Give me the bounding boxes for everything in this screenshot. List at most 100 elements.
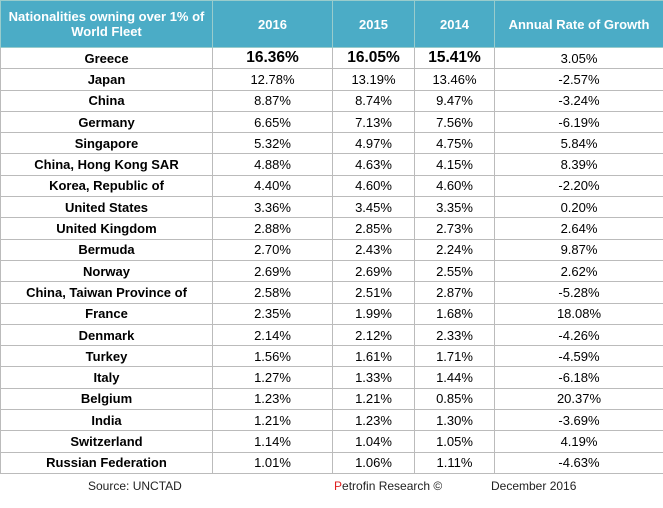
fleet-table: Nationalities owning over 1% of World Fl… xyxy=(0,0,663,474)
table-row: Russian Federation 1.01% 1.06% 1.11% -4.63% xyxy=(0,451,663,474)
value-cell: 8.74% xyxy=(332,89,415,112)
value-cell: -4.63% xyxy=(494,451,663,474)
value-cell: 4.19% xyxy=(494,430,663,453)
value-cell: 1.23% xyxy=(212,387,333,411)
nation-cell: China xyxy=(0,89,213,112)
value-cell: 2.73% xyxy=(414,217,495,240)
value-cell: 1.56% xyxy=(212,345,333,368)
header-cell: 2015 xyxy=(332,0,415,48)
value-cell: 1.68% xyxy=(414,302,495,325)
value-cell: 3.35% xyxy=(414,196,495,219)
value-cell: 1.99% xyxy=(332,302,415,325)
value-cell: 1.04% xyxy=(332,430,415,453)
value-cell: 16.05% xyxy=(332,46,415,70)
value-cell: 1.05% xyxy=(414,430,495,453)
source: Source: UNCTAD xyxy=(88,478,182,493)
nation-cell: United Kingdom xyxy=(0,217,213,240)
value-cell: 5.84% xyxy=(494,132,663,155)
nation-cell: Singapore xyxy=(0,132,213,155)
value-cell: -3.24% xyxy=(494,89,663,112)
table-row: China 8.87% 8.74% 9.47% -3.24% xyxy=(0,89,663,112)
value-cell: -2.57% xyxy=(494,68,663,91)
value-cell: 1.21% xyxy=(332,387,415,411)
value-cell: 0.85% xyxy=(414,387,495,411)
table-row: Italy 1.27% 1.33% 1.44% -6.18% xyxy=(0,366,663,389)
value-cell: -3.69% xyxy=(494,409,663,432)
table-row: Turkey 1.56% 1.61% 1.71% -4.59% xyxy=(0,345,663,368)
table-row: Korea, Republic of 4.40% 4.60% 4.60% -2.20% xyxy=(0,174,663,198)
nation-cell: United States xyxy=(0,196,213,219)
value-cell: -6.18% xyxy=(494,366,663,389)
value-cell: -5.28% xyxy=(494,281,663,304)
value-cell: 4.15% xyxy=(414,153,495,176)
header-row: Nationalities owning over 1% of World Fl… xyxy=(0,0,663,48)
table-row: Bermuda 2.70% 2.43% 2.24% 9.87% xyxy=(0,238,663,261)
value-cell: 8.39% xyxy=(494,153,663,176)
value-cell: 3.45% xyxy=(332,196,415,219)
table-row: Germany 6.65% 7.13% 7.56% -6.19% xyxy=(0,110,663,134)
value-cell: 8.87% xyxy=(212,89,333,112)
value-cell: 2.88% xyxy=(212,217,333,240)
nation-cell: Japan xyxy=(0,68,213,91)
value-cell: 2.64% xyxy=(494,217,663,240)
value-cell: 2.51% xyxy=(332,281,415,304)
nation-cell: Turkey xyxy=(0,345,213,368)
value-cell: 1.61% xyxy=(332,345,415,368)
value-cell: 15.41% xyxy=(414,46,495,70)
table-row: Switzerland 1.14% 1.04% 1.05% 4.19% xyxy=(0,430,663,453)
value-cell: 1.01% xyxy=(212,451,333,474)
value-cell: 0.20% xyxy=(494,196,663,219)
value-cell: -2.20% xyxy=(494,174,663,198)
table-row: France 2.35% 1.99% 1.68% 18.08% xyxy=(0,302,663,325)
value-cell: 2.12% xyxy=(332,323,415,347)
nation-cell: France xyxy=(0,302,213,325)
nation-cell: Switzerland xyxy=(0,430,213,453)
value-cell: 2.69% xyxy=(212,259,333,283)
value-cell: 4.75% xyxy=(414,132,495,155)
value-cell: 6.65% xyxy=(212,110,333,134)
value-cell: 2.70% xyxy=(212,238,333,261)
value-cell: 4.97% xyxy=(332,132,415,155)
nation-cell: Greece xyxy=(0,46,213,70)
value-cell: 2.33% xyxy=(414,323,495,347)
value-cell: -4.59% xyxy=(494,345,663,368)
value-cell: 13.46% xyxy=(414,68,495,91)
value-cell: 1.30% xyxy=(414,409,495,432)
value-cell: 1.71% xyxy=(414,345,495,368)
nation-cell: China, Taiwan Province of xyxy=(0,281,213,304)
nation-cell: Germany xyxy=(0,110,213,134)
table-row: United States 3.36% 3.45% 3.35% 0.20% xyxy=(0,196,663,219)
footer: Source: UNCTAD Petrofin Research © Decem… xyxy=(0,474,663,498)
value-cell: 18.08% xyxy=(494,302,663,325)
header-cell: 2016 xyxy=(212,0,333,48)
header-cell: 2014 xyxy=(414,0,495,48)
table-row: China, Taiwan Province of 2.58% 2.51% 2.87%… xyxy=(0,281,663,304)
value-cell: 2.62% xyxy=(494,259,663,283)
value-cell: 1.11% xyxy=(414,451,495,474)
table-row: Singapore 5.32% 4.97% 4.75% 5.84% xyxy=(0,132,663,155)
value-cell: 9.87% xyxy=(494,238,663,261)
value-cell: 16.36% xyxy=(212,46,333,70)
nation-cell: China, Hong Kong SAR xyxy=(0,153,213,176)
value-cell: 4.40% xyxy=(212,174,333,198)
value-cell: 7.13% xyxy=(332,110,415,134)
nation-cell: Denmark xyxy=(0,323,213,347)
value-cell: 4.60% xyxy=(332,174,415,198)
value-cell: -4.26% xyxy=(494,323,663,347)
table-row: China, Hong Kong SAR 4.88% 4.63% 4.15% 8.39% xyxy=(0,153,663,176)
value-cell: 4.88% xyxy=(212,153,333,176)
table-row: Greece 16.36% 16.05% 15.41% 3.05% xyxy=(0,46,663,70)
table-row: United Kingdom 2.88% 2.85% 2.73% 2.64% xyxy=(0,217,663,240)
value-cell: 2.69% xyxy=(332,259,415,283)
table-row: Denmark 2.14% 2.12% 2.33% -4.26% xyxy=(0,323,663,347)
nation-cell: Korea, Republic of xyxy=(0,174,213,198)
value-cell: -6.19% xyxy=(494,110,663,134)
value-cell: 7.56% xyxy=(414,110,495,134)
value-cell: 4.60% xyxy=(414,174,495,198)
value-cell: 1.33% xyxy=(332,366,415,389)
nation-cell: Bermuda xyxy=(0,238,213,261)
value-cell: 1.14% xyxy=(212,430,333,453)
table-row: Japan 12.78% 13.19% 13.46% -2.57% xyxy=(0,68,663,91)
nation-cell: Italy xyxy=(0,366,213,389)
